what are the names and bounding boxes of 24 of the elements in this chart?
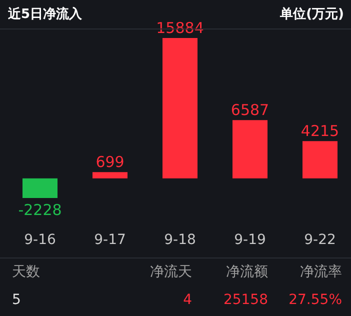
- x-tick-label: 9-19: [234, 232, 266, 248]
- bar: [162, 38, 198, 178]
- chart-title: 近5日净流入: [7, 6, 84, 22]
- data-label: -2228: [18, 201, 62, 219]
- text: 天数: [12, 264, 40, 280]
- chart-subtitle: 单位(万元): [279, 6, 344, 22]
- text: 5: [12, 292, 21, 308]
- bar: [302, 141, 338, 178]
- text: 净流额: [226, 264, 268, 280]
- text: 25158: [223, 292, 268, 308]
- x-tick-label: 9-22: [304, 232, 336, 248]
- text: 净流天: [150, 264, 192, 280]
- x-tick-label: 9-16: [24, 232, 56, 248]
- bar: [22, 178, 58, 198]
- data-label: 699: [96, 153, 124, 172]
- x-tick-label: 9-17: [94, 232, 126, 248]
- text: 4: [183, 292, 192, 308]
- data-label: 6587: [230, 101, 270, 120]
- x-tick-label: 9-18: [164, 232, 196, 248]
- text: 净流率: [300, 264, 342, 280]
- bar: [232, 120, 268, 178]
- text: 27.55%: [288, 292, 342, 308]
- data-label: 4215: [300, 122, 340, 140]
- bar: [92, 172, 128, 178]
